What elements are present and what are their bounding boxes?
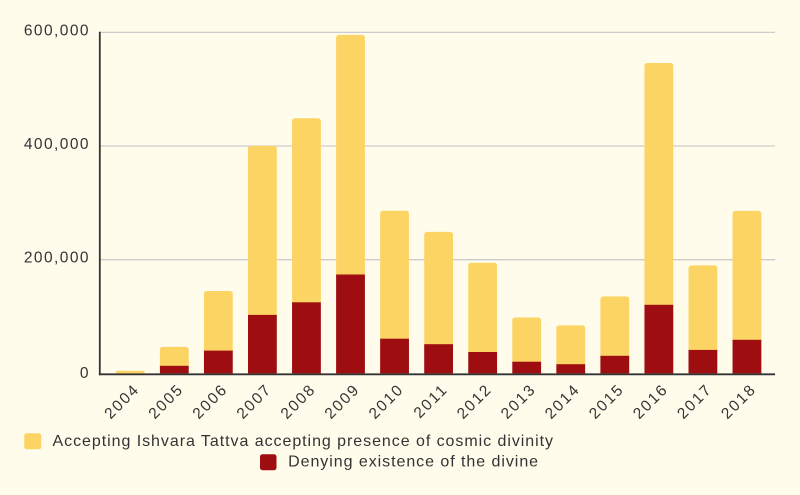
svg-text:Accepting Ishvara Tattva accep: Accepting Ishvara Tattva accepting prese… [53,433,555,450]
svg-text:200,000: 200,000 [24,250,90,267]
svg-text:0: 0 [80,365,90,382]
svg-text:600,000: 600,000 [24,22,90,39]
svg-text:400,000: 400,000 [24,136,90,153]
svg-text:Denying existence of the divin: Denying existence of the divine [288,453,539,470]
